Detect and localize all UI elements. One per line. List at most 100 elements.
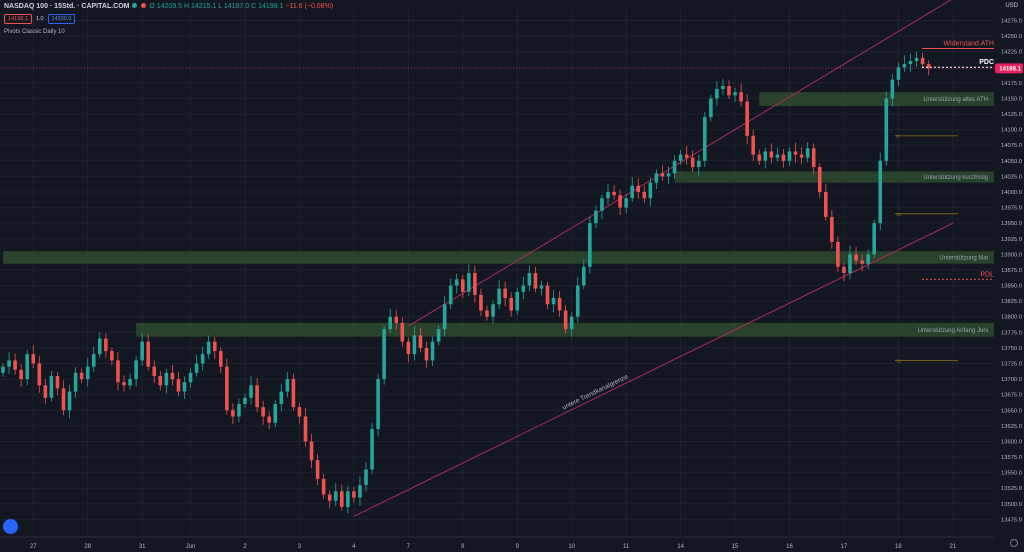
candle-body xyxy=(43,385,48,398)
candle-body xyxy=(563,310,568,330)
currency-label[interactable]: USD xyxy=(1005,3,1018,9)
candle-body xyxy=(1,366,5,373)
candle-body xyxy=(715,89,719,99)
candle-body xyxy=(491,304,495,317)
candle-body xyxy=(690,157,695,168)
candle-body xyxy=(824,191,828,217)
settings-icon[interactable] xyxy=(1010,539,1018,547)
y-tick-label: 13975.0 xyxy=(1001,206,1022,212)
candle-body xyxy=(146,341,150,367)
market-dot-icon xyxy=(141,3,147,8)
y-tick-label: 13875.0 xyxy=(1001,268,1022,274)
candle-body xyxy=(176,379,181,392)
candle-body xyxy=(497,288,501,305)
candle-body xyxy=(140,341,144,361)
candle-body xyxy=(793,151,798,155)
candle-body xyxy=(848,254,852,274)
candle-body xyxy=(436,329,441,342)
candle-body xyxy=(575,285,580,317)
sell-button[interactable]: 14198.1 xyxy=(4,14,32,24)
candle-body xyxy=(594,210,598,224)
candle-body xyxy=(358,485,362,498)
candle-body xyxy=(479,294,483,311)
y-tick-label: 14075.0 xyxy=(1001,143,1022,149)
y-tick-label: 13700.0 xyxy=(1001,377,1022,383)
candle-body xyxy=(340,491,344,507)
y-axis-bg xyxy=(994,0,1024,552)
y-tick-label: 13550.0 xyxy=(1001,471,1022,477)
candle-body xyxy=(164,372,169,386)
candle-body xyxy=(394,316,399,323)
candle-body xyxy=(696,160,701,168)
support-zone xyxy=(674,171,994,183)
candle-body xyxy=(376,379,380,429)
candle-body xyxy=(485,310,489,317)
candle-body xyxy=(79,372,84,380)
y-tick-label: 13625.0 xyxy=(1001,424,1022,430)
candle-body xyxy=(569,316,574,330)
x-tick-label: Jun xyxy=(186,544,196,550)
candle-body xyxy=(309,441,314,461)
candle-body xyxy=(104,338,108,352)
candle-body xyxy=(539,285,544,289)
candle-body xyxy=(370,428,374,470)
candle-body xyxy=(448,285,453,305)
candle-body xyxy=(606,191,610,199)
candle-body xyxy=(170,372,175,380)
candle-body xyxy=(878,160,883,224)
candle-body xyxy=(557,298,562,311)
candle-body xyxy=(134,360,138,380)
candle-body xyxy=(763,151,768,161)
candle-body xyxy=(866,254,870,264)
buy-button[interactable]: 14200.0 xyxy=(47,14,76,24)
y-tick-label: 14225.0 xyxy=(1001,50,1022,56)
candle-body xyxy=(110,351,114,361)
candle-body xyxy=(388,316,392,330)
candle-body xyxy=(152,366,157,376)
candle-body xyxy=(237,404,241,417)
candle-body xyxy=(364,469,368,486)
candles xyxy=(1,51,931,514)
trade-buttons: 14198.1 1.0 14200.0 xyxy=(4,14,76,24)
x-tick-label: 8 xyxy=(461,544,465,550)
candle-body xyxy=(67,391,72,411)
y-tick-label: 14250.0 xyxy=(1001,34,1022,40)
candle-body xyxy=(279,391,284,405)
zone-label: Unterstützung Mai xyxy=(939,255,988,261)
y-tick-label: 14275.0 xyxy=(1001,18,1022,24)
candle-body xyxy=(830,216,834,242)
candle-body xyxy=(811,148,816,168)
candle-body xyxy=(672,160,677,174)
candle-body xyxy=(666,173,671,177)
x-tick-label: 28 xyxy=(84,544,91,550)
candle-body xyxy=(315,460,320,479)
candle-body xyxy=(400,322,405,342)
candle-body xyxy=(727,85,731,96)
candle-body xyxy=(85,366,90,380)
tradingview-logo-icon[interactable] xyxy=(3,519,18,534)
y-tick-label: 13675.0 xyxy=(1001,393,1022,399)
y-tick-label: 14175.0 xyxy=(1001,81,1022,87)
candle-body xyxy=(678,154,683,161)
candle-body xyxy=(757,154,762,161)
indicator-label[interactable]: Pivots Classic Daily 10 xyxy=(4,29,65,35)
symbol-title[interactable]: NASDAQ 100 · 15Std. · CAPITAL.COM xyxy=(4,3,130,10)
candle-body xyxy=(600,198,604,211)
y-tick-label: 14025.0 xyxy=(1001,174,1022,180)
y-tick-label: 13925.0 xyxy=(1001,237,1022,243)
x-tick-label: 15 xyxy=(732,544,739,550)
candle-body xyxy=(648,182,653,199)
y-tick-label: 13475.0 xyxy=(1001,517,1022,523)
candle-body xyxy=(533,273,538,289)
candle-body xyxy=(630,185,634,199)
candle-body xyxy=(297,407,302,417)
candle-body xyxy=(769,151,774,158)
pivot-label: S2 xyxy=(896,358,902,363)
candle-body xyxy=(206,341,211,355)
ohlc-low: L 14187.0 xyxy=(218,3,250,10)
x-tick-label: 11 xyxy=(623,544,630,550)
y-tick-label: 13525.0 xyxy=(1001,486,1022,492)
candle-body xyxy=(128,379,132,386)
candle-body xyxy=(346,491,350,507)
